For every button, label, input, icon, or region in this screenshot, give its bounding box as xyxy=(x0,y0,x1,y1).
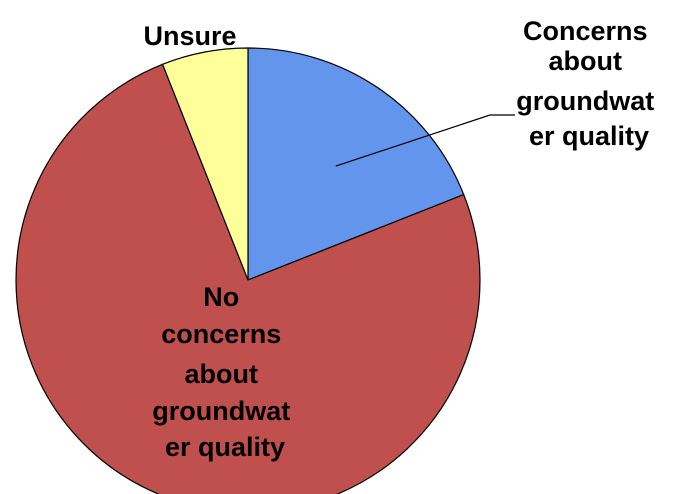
leader-line-concerns xyxy=(335,114,491,167)
slice-label-concerns-line-2: about xyxy=(548,46,622,76)
slice-label-unsure: Unsure xyxy=(143,21,236,51)
slice-label-no-concerns-line-4: groundwat xyxy=(152,396,290,426)
slice-label-no-concerns-line-5: er quality xyxy=(165,432,285,462)
slice-label-concerns-line-3: groundwat xyxy=(516,86,654,116)
pie-slice-no-concerns xyxy=(15,63,481,494)
slice-label-concerns-line-4: er quality xyxy=(529,121,649,151)
slice-label-no-concerns-line-1: No xyxy=(203,282,239,312)
slice-label-no-concerns-line-3: about xyxy=(184,359,258,389)
pie-slices xyxy=(15,47,481,494)
pie-slice-unsure xyxy=(161,47,249,281)
slice-label-concerns-line-1: Concerns xyxy=(523,16,648,46)
slice-label-no-concerns-line-2: concerns xyxy=(161,319,281,349)
slice-label-unsure-line-1: Unsure xyxy=(143,21,236,51)
pie-slice-concerns xyxy=(247,47,465,281)
slice-label-concerns: Concerns about groundwat er quality xyxy=(516,16,662,151)
slice-label-no-concerns: No concerns about groundwat er quality xyxy=(152,282,298,462)
